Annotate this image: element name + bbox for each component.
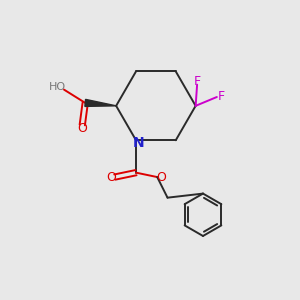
Text: N: N bbox=[133, 136, 144, 150]
Text: F: F bbox=[194, 75, 201, 88]
Text: O: O bbox=[156, 171, 166, 184]
Text: O: O bbox=[106, 171, 116, 184]
Text: O: O bbox=[77, 122, 87, 135]
Polygon shape bbox=[85, 99, 116, 106]
Text: HO: HO bbox=[49, 82, 66, 92]
Text: F: F bbox=[218, 91, 224, 103]
